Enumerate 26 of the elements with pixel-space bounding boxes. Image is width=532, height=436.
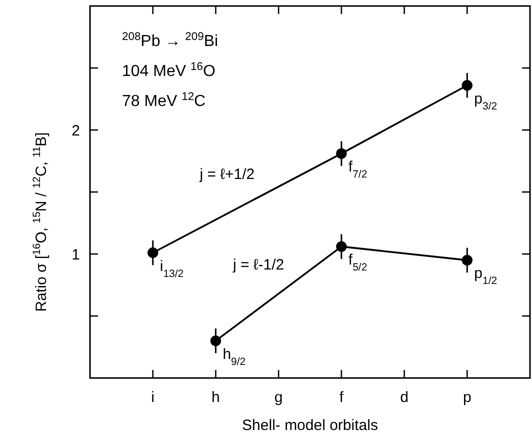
annotation: f$_{5/2}$ bbox=[348, 252, 368, 274]
annotation: $^{208}$Pb → $^{209}$Bi bbox=[122, 31, 218, 50]
annotation: 104 MeV $^{16}$O bbox=[122, 61, 216, 80]
x-tick-label: d bbox=[400, 389, 408, 406]
point bbox=[336, 148, 347, 159]
x-tick-label: f bbox=[339, 389, 344, 406]
point bbox=[462, 254, 472, 266]
x-tick-label: p bbox=[462, 389, 472, 406]
annotation: p$_{3/2}$ bbox=[474, 90, 498, 112]
point bbox=[462, 80, 472, 91]
annotation: f$_{7/2}$ bbox=[348, 158, 368, 181]
series-label: j = ℓ+1/2 bbox=[198, 166, 255, 184]
point bbox=[336, 241, 347, 252]
x-axis-title: Shell- model orbitals bbox=[242, 417, 378, 434]
annotation: h$_{9/2}$ bbox=[222, 346, 246, 368]
x-tick-label: i bbox=[151, 389, 155, 406]
annotation: p$_{1/2}$ bbox=[474, 265, 498, 288]
series-label: j = ℓ-1/2 bbox=[232, 256, 284, 274]
annotation: 78 MeV $^{12}$C bbox=[122, 91, 206, 110]
annotation: i$_{13/2}$ bbox=[160, 258, 184, 280]
y-tick-label: 1 bbox=[72, 246, 80, 264]
x-tick-label: g bbox=[274, 389, 283, 406]
y-tick-label: 2 bbox=[72, 122, 80, 140]
point bbox=[210, 335, 222, 346]
x-tick-label: h bbox=[212, 389, 220, 406]
point bbox=[148, 247, 158, 258]
